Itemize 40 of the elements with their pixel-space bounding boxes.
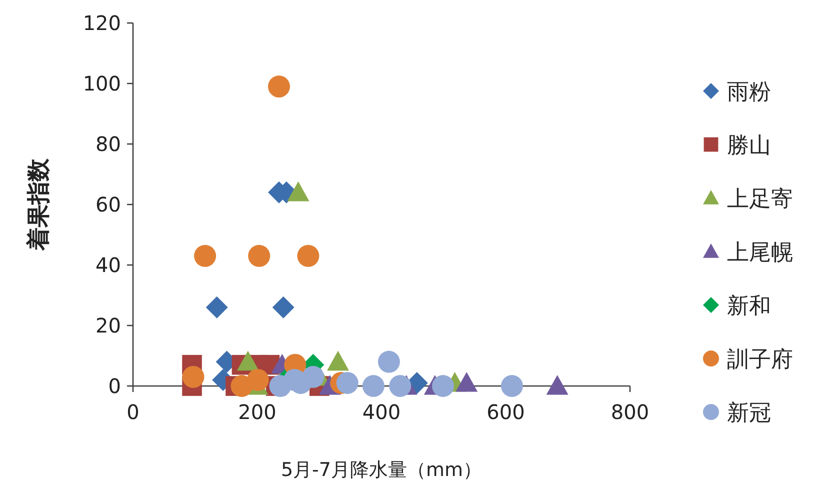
point [268,76,290,98]
legend-label: 訓子府 [727,348,793,372]
x-tick-label: 800 [610,400,650,424]
point [236,350,259,371]
y-tick-label: 80 [96,132,121,156]
y-tick-label: 60 [96,192,121,216]
x-axis-title: 5月-7月降水量（mm） [280,459,482,481]
legend-label: 勝山 [727,134,771,158]
legend-label: 雨粉 [727,80,771,105]
point [287,181,310,202]
y-tick-label: 120 [82,11,121,35]
x-tick-label: 600 [486,400,525,424]
y-tick-label: 100 [82,72,121,96]
point [336,372,358,394]
point [456,372,478,392]
x-tick-label: 400 [362,400,401,424]
point [389,375,412,397]
point [206,296,228,318]
y-tick-label: 20 [96,314,121,338]
point [500,375,523,397]
legend-label: 上尾幌 [727,240,793,266]
point [246,368,269,391]
legend-label: 上足寄 [727,187,793,212]
point [378,350,400,373]
x-tick-label: 0 [126,400,140,424]
point [182,366,204,388]
point [327,350,350,371]
y-axis-title: 着果指数 [25,158,52,252]
point [546,375,568,395]
x-tick-label: 200 [238,400,276,424]
point [432,375,454,397]
legend-label: 新和 [727,294,771,319]
point [272,296,294,318]
legend-label: 新冠 [727,401,771,426]
point [248,244,270,267]
point [194,244,216,267]
point [297,244,320,267]
y-tick-label: 40 [96,253,121,277]
y-tick-label: 0 [108,374,121,398]
point [362,375,384,397]
